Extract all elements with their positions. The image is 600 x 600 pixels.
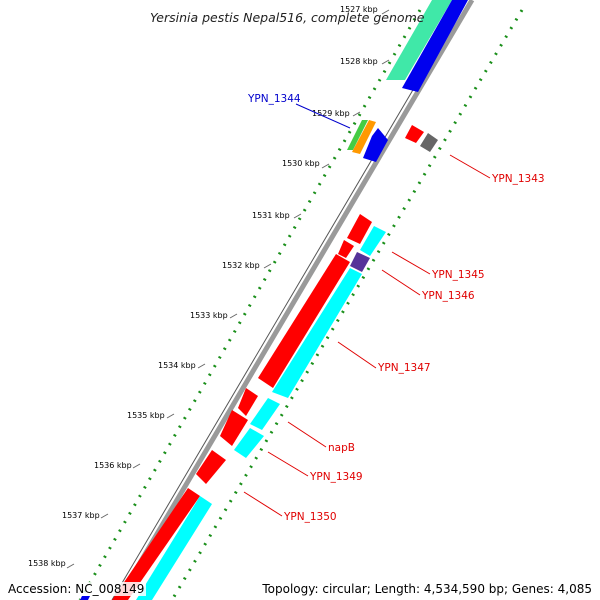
tick-label: 1535 kbp [127,411,165,420]
callout-napb [287,421,327,448]
cds-ypn1347[interactable] [258,254,350,388]
callout-ypn1347 [337,341,377,369]
tick-label: 1531 kbp [252,211,290,220]
callout-lines [243,103,491,517]
gene-label-ypn1345[interactable]: YPN_1345 [431,269,485,281]
tick-label: 1537 kbp [62,511,100,520]
tick-label: 1528 kbp [340,57,378,66]
gene-label-ypn1344[interactable]: YPN_1344 [247,93,301,105]
map-title: Yersinia pestis Nepal516, complete genom… [150,10,425,25]
cds-red-lower[interactable] [112,488,200,600]
cds-napb[interactable] [238,388,258,416]
feature-blue-ypn1344[interactable] [363,128,388,162]
callout-ypn1343 [449,154,491,179]
genome-backbone-inner [111,0,467,600]
feature-gray-ypn1343[interactable] [420,133,438,152]
cds-purple[interactable] [350,252,370,272]
feature-green-ypn1344[interactable] [347,120,368,150]
gc-content-track-outer [170,9,524,600]
callout-ypn1345 [391,251,431,275]
genome-backbone [115,0,475,600]
genome-summary: Topology: circular; Length: 4,534,590 bp… [260,582,594,596]
feature-blue-top[interactable] [402,0,468,92]
cds-cyan-upper[interactable] [360,226,386,256]
gene-label-ypn1350[interactable]: YPN_1350 [283,511,337,523]
cds-ypn1350[interactable] [196,450,226,484]
gene-label-ypn1349[interactable]: YPN_1349 [309,471,363,483]
callout-ypn1346 [381,269,421,296]
cds-cyan-lower[interactable] [136,496,212,600]
tick-label: 1530 kbp [282,159,320,168]
callout-ypn1349 [267,451,309,477]
gene-label-ypn1343[interactable]: YPN_1343 [491,173,545,185]
cds-ypn1345[interactable] [347,214,372,244]
cds-cyan-ypn1349[interactable] [234,428,264,458]
feature-teal-top[interactable] [386,0,452,80]
accession-label: Accession: NC_008149 [6,582,147,596]
gene-label-ypn1346[interactable]: YPN_1346 [421,290,475,302]
tick-label: 1529 kbp [312,109,350,118]
cds-cyan-napb[interactable] [250,398,280,430]
callout-ypn1350 [243,491,283,517]
tick-label: 1534 kbp [158,361,196,370]
feature-orange-ypn1344[interactable] [352,120,376,154]
gene-label-napb[interactable]: napB [328,442,355,454]
tick-labels: 1527 kbp 1528 kbp 1529 kbp 1530 kbp 1531… [28,5,378,568]
cds-cyan-long[interactable] [272,268,362,398]
tick-label: 1536 kbp [94,461,132,470]
tick-label: 1538 kbp [28,559,66,568]
gc-content-track-inner [78,9,422,600]
feature-red-ypn1343[interactable] [405,125,424,143]
tick-marks [66,9,390,569]
gene-label-ypn1347[interactable]: YPN_1347 [377,362,431,374]
cds-ypn1349[interactable] [220,410,248,446]
tick-label: 1527 kbp [340,5,378,14]
tick-label: 1533 kbp [190,311,228,320]
callout-ypn1344 [295,103,351,129]
gene-labels: YPN_1344 YPN_1343 YPN_1345 YPN_1346 YPN_… [247,93,545,523]
tick-label: 1532 kbp [222,261,260,270]
feature-blue-bottom[interactable] [80,596,90,600]
cds-ypn1346[interactable] [338,240,354,258]
